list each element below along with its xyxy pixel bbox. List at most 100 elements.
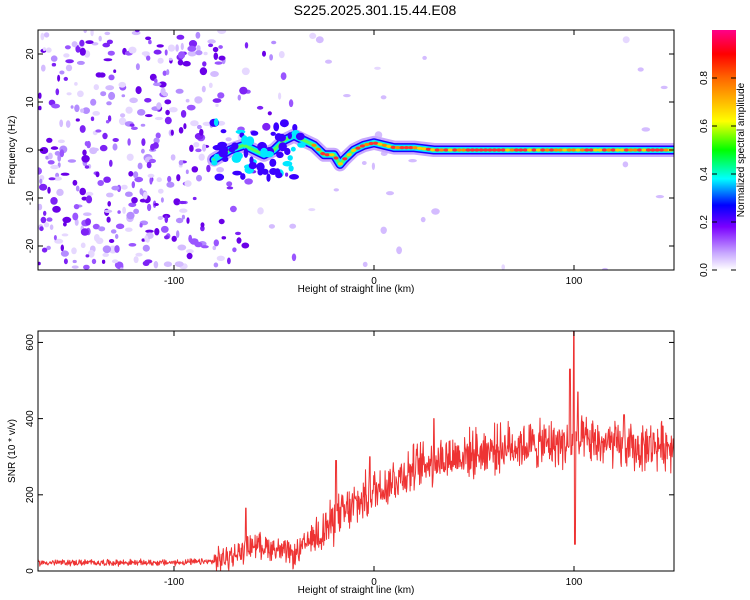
spectrogram-noise-blob — [201, 245, 209, 249]
spectrogram-noise-blob — [226, 181, 233, 187]
spectrogram-noise-blob — [83, 212, 92, 216]
spectrogram-clump — [213, 118, 219, 127]
spectrogram-noise-blob — [239, 86, 248, 95]
spectrogram-noise-blob — [118, 117, 127, 126]
spectrogram-noise-blob — [119, 267, 124, 270]
ridge-peak — [373, 141, 379, 145]
snr-plot: -100 0 100 0 200 400 600 Height of straight l… — [7, 330, 675, 596]
spectrogram-noise-blob — [99, 144, 108, 152]
spectrogram-noise-blob — [257, 207, 264, 215]
spectrogram-noise-blob — [65, 64, 73, 72]
spectrogram-noise-blob — [49, 224, 54, 230]
spectrogram-noise-blob — [167, 44, 176, 52]
spectrogram-noise-blob — [202, 143, 207, 152]
spectrogram-noise-blob — [154, 78, 158, 84]
spectrogram-noise-blob — [42, 47, 47, 52]
spectrogram-x-tick-label: 0 — [371, 276, 377, 287]
spectrogram-clump — [274, 168, 281, 176]
spectrogram-noise-blob — [103, 58, 113, 62]
snr-series-line — [38, 331, 674, 571]
spectrogram-noise-blob — [107, 50, 115, 56]
spectrogram-noise-blob — [152, 82, 162, 87]
spectrogram-noise-blob — [501, 264, 506, 270]
spectrogram-noise-blob — [101, 259, 106, 264]
spectrogram-noise-blob — [60, 250, 69, 257]
spectrogram-noise-blob — [622, 161, 629, 168]
ridge-peak — [465, 148, 471, 152]
spectrogram-clump — [270, 131, 276, 136]
snr-x-tick-label: 0 — [371, 577, 377, 588]
spectrogram-noise-blob — [80, 108, 85, 113]
spectrogram-noise-blob — [126, 211, 135, 220]
ridge-peak — [513, 148, 520, 152]
spectrogram-noise-blob — [175, 44, 179, 52]
spectrogram-noise-blob — [85, 191, 94, 197]
spectrogram-noise-blob — [41, 247, 48, 253]
spectrogram-noise-blob — [39, 226, 44, 232]
spectrogram-clump — [214, 173, 225, 181]
spectrogram-noise-blob — [38, 167, 42, 175]
spectrogram-clump — [277, 133, 286, 142]
spectrogram-clump — [231, 142, 239, 150]
spectrogram-noise-blob — [107, 115, 112, 122]
ridge-peak — [540, 148, 546, 152]
spectrogram-clump — [266, 173, 271, 182]
spectrogram-noise-blob — [156, 44, 164, 48]
spectrogram-noise-blob — [212, 245, 217, 251]
spectrogram-noise-blob — [128, 171, 134, 177]
ridge-peak — [474, 148, 480, 152]
ridge-peak — [452, 148, 458, 152]
spectrogram-clump — [264, 151, 274, 158]
spectrogram-clump — [241, 135, 249, 145]
spectrogram-noise-blob — [39, 183, 48, 191]
ridge-peak — [447, 148, 453, 152]
spectrogram-clump — [243, 148, 249, 158]
spectrogram-noise-blob — [181, 214, 185, 220]
spectrogram-clump — [261, 168, 269, 175]
spectrogram-clump — [212, 144, 223, 151]
snr-x-ticks: -100 0 100 — [164, 331, 583, 588]
spectrogram-noise-blob — [149, 158, 156, 164]
spectrogram-noise-blob — [121, 94, 126, 98]
ridge-peak — [381, 143, 387, 147]
spectrogram-noise-blob — [201, 85, 206, 93]
spectrogram-noise-blob — [158, 81, 167, 88]
spectrogram-noise-blob — [207, 39, 216, 44]
spectrogram-clump — [222, 156, 229, 162]
spectrogram-noise-blob — [115, 234, 119, 239]
spectrogram-clump — [278, 142, 287, 152]
spectrogram-noise-blob — [133, 256, 139, 264]
spectrogram-noise-blob — [271, 40, 277, 45]
spectrogram-noise-blob — [102, 245, 112, 254]
spectrogram-clump — [248, 162, 257, 170]
spectrogram-y-tick-label: -20 — [25, 238, 36, 253]
spectrogram-noise-blob — [39, 178, 43, 184]
spectrogram-noise-blob — [153, 203, 159, 206]
spectrogram-noise-blob — [139, 198, 147, 203]
spectrogram-noise-blob — [186, 104, 196, 111]
spectrogram-noise-blob — [176, 230, 180, 238]
spectrogram-noise-blob — [396, 246, 402, 255]
spectrogram-noise-blob — [52, 205, 61, 213]
spectrogram-noise-blob — [80, 228, 89, 236]
ridge-peak — [527, 148, 533, 152]
spectrogram-noise-blob — [386, 191, 394, 196]
ridge-peak — [408, 146, 414, 150]
ridge-peak — [593, 148, 599, 152]
ridge-peak — [351, 148, 357, 152]
spectrogram-noise-blob — [46, 217, 53, 222]
spectrogram-noise-blob — [108, 74, 115, 81]
spectrogram-clump — [232, 170, 242, 176]
spectrogram-noise-blob — [142, 244, 150, 252]
ridge-peak — [597, 148, 603, 152]
spectrogram-noise-blob — [134, 30, 140, 33]
colorbar-tick-label: 0.4 — [699, 167, 710, 181]
spectrogram-noise-blob — [431, 208, 440, 215]
spectrogram-noise-blob — [213, 52, 219, 60]
spectrogram-noise-blob — [47, 186, 51, 194]
spectrogram-noise-blob — [315, 36, 324, 44]
spectrogram-noise-blob — [79, 125, 86, 133]
spectrogram-noise-blob — [61, 233, 69, 237]
spectrogram-noise-blob — [141, 148, 145, 154]
spectrogram-noise-blob — [135, 86, 142, 95]
